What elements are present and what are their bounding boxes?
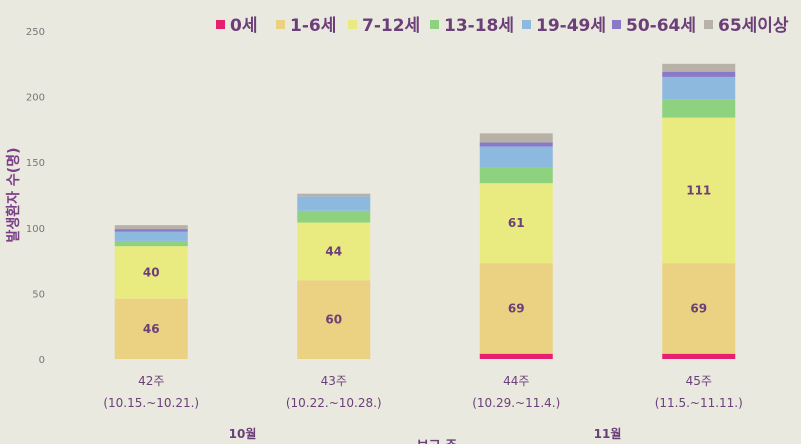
bar-segment xyxy=(114,246,188,299)
data-label: 40 xyxy=(143,265,160,279)
legend-label: 1-6세 xyxy=(290,16,336,36)
x-tick-sublabel: (11.5.~11.11.) xyxy=(655,396,743,410)
legend-label: 50-64세 xyxy=(626,16,696,36)
month-label: 10월 xyxy=(229,426,257,441)
data-label: 46 xyxy=(143,322,160,336)
bar-segment xyxy=(114,231,188,241)
legend-label: 19-49세 xyxy=(536,16,606,36)
y-tick-label: 100 xyxy=(26,224,45,235)
y-axis-label: 발생환자 수(명) xyxy=(5,148,22,243)
legend-swatch xyxy=(522,20,531,29)
legend-swatch xyxy=(276,20,285,29)
y-tick-label: 150 xyxy=(26,158,45,169)
bar-segment xyxy=(479,133,553,143)
data-label: 60 xyxy=(325,313,342,327)
legend-swatch xyxy=(348,20,357,29)
legend-swatch xyxy=(704,20,713,29)
bar-segment xyxy=(662,353,736,359)
y-tick-label: 0 xyxy=(39,355,45,366)
legend-swatch xyxy=(430,20,439,29)
legend-label: 7-12세 xyxy=(362,16,420,36)
bar-segment xyxy=(479,142,553,147)
y-tick-label: 50 xyxy=(32,289,45,300)
bar-segment xyxy=(114,225,188,230)
data-label: 111 xyxy=(686,183,711,197)
x-tick-label: 44주 xyxy=(503,374,529,388)
month-label: 11월 xyxy=(594,426,622,441)
data-label: 61 xyxy=(508,216,525,230)
x-tick-label: 45주 xyxy=(686,374,712,388)
bar-segment xyxy=(479,146,553,168)
bar-segment xyxy=(479,167,553,184)
bar-segment xyxy=(479,263,553,354)
bar-segment xyxy=(297,210,371,223)
bar-segment xyxy=(297,196,371,211)
x-tick-sublabel: (10.22.~10.28.) xyxy=(286,396,382,410)
legend-label: 65세이상 xyxy=(718,16,789,36)
data-label: 69 xyxy=(690,301,707,315)
bar-segment xyxy=(662,117,736,264)
bar-segment xyxy=(662,63,736,72)
bar-segment xyxy=(114,240,188,247)
bar-segment xyxy=(297,280,371,359)
bar-segment xyxy=(662,76,736,100)
x-tick-sublabel: (10.29.~11.4.) xyxy=(472,396,560,410)
legend-swatch xyxy=(612,20,621,29)
bar-segment xyxy=(662,99,736,118)
data-label: 44 xyxy=(325,244,342,258)
x-tick-label: 42주 xyxy=(138,374,164,388)
bar-segment xyxy=(297,222,371,281)
y-tick-label: 250 xyxy=(26,27,45,38)
bar-segment xyxy=(114,298,188,359)
x-tick-label: 43주 xyxy=(321,374,347,388)
legend-swatch xyxy=(216,20,225,29)
bar-segment xyxy=(479,353,553,359)
bar-segment xyxy=(662,263,736,354)
legend-label: 0세 xyxy=(230,16,257,36)
bar-segment xyxy=(479,183,553,264)
x-tick-sublabel: (10.15.~10.21.) xyxy=(103,396,199,410)
data-label: 69 xyxy=(508,301,525,315)
bar-segment xyxy=(662,71,736,77)
x-axis-label: 보고 주 xyxy=(417,439,457,444)
bar-segment xyxy=(297,193,371,197)
y-tick-label: 200 xyxy=(26,93,45,104)
bar-segment xyxy=(114,229,188,232)
legend-label: 13-18세 xyxy=(444,16,514,36)
